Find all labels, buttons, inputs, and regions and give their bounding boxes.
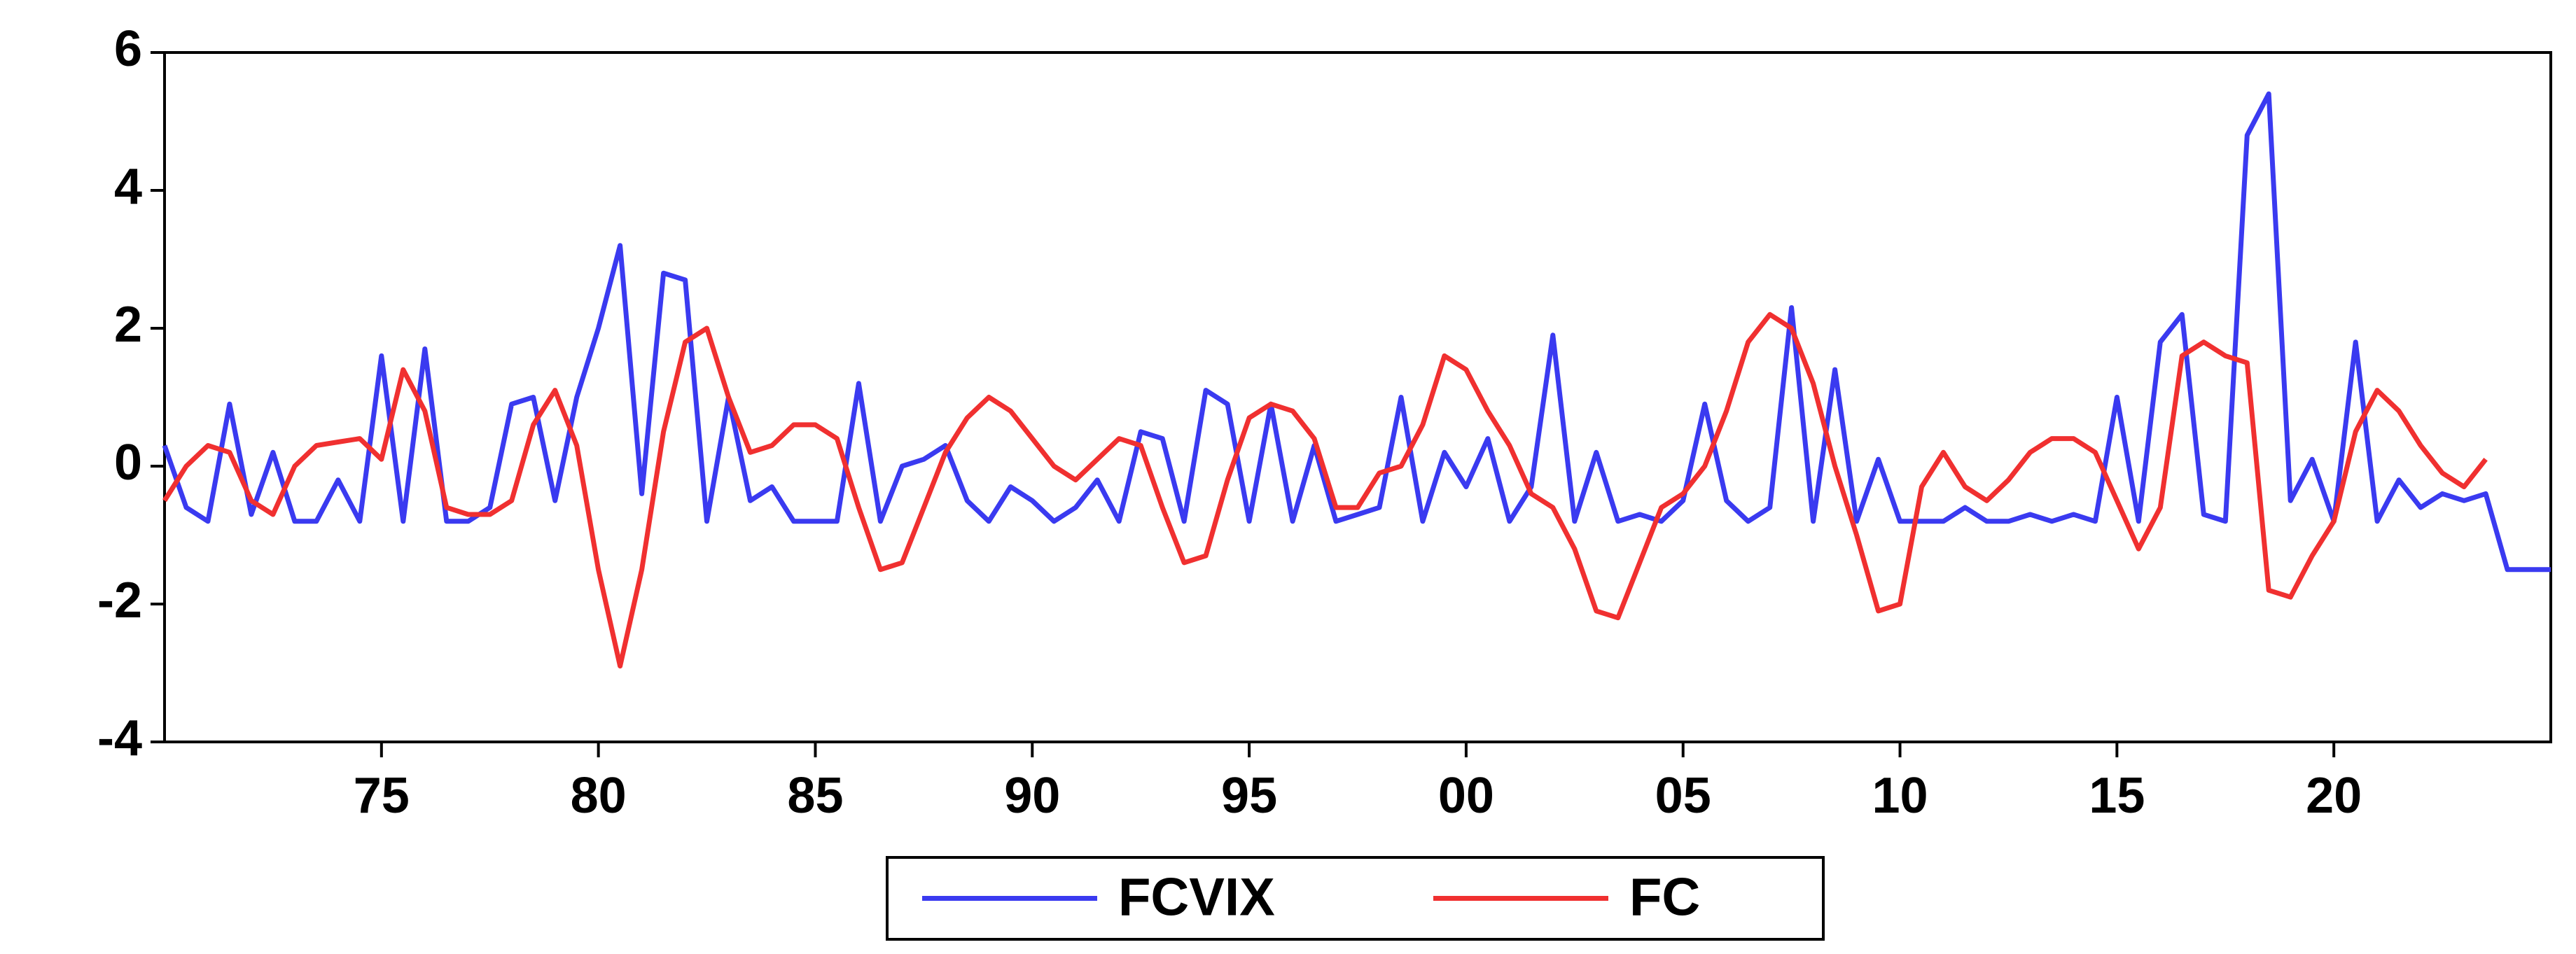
y-tick-label: -4 bbox=[97, 710, 142, 766]
x-tick-label: 90 bbox=[1004, 768, 1060, 824]
x-tick-label: 05 bbox=[1655, 768, 1711, 824]
x-tick-label: 15 bbox=[2089, 768, 2145, 824]
x-tick-label: 10 bbox=[1872, 768, 1928, 824]
plot-frame bbox=[163, 51, 2552, 743]
x-tick-label: 20 bbox=[2306, 768, 2362, 824]
x-tick-label: 85 bbox=[787, 768, 843, 824]
y-tick-label: 6 bbox=[114, 21, 142, 77]
series-line bbox=[162, 91, 2551, 573]
x-tick-label: 75 bbox=[354, 768, 410, 824]
y-tick-label: 2 bbox=[114, 297, 142, 353]
x-tick-label: 95 bbox=[1221, 768, 1277, 824]
legend: FCVIX FC bbox=[886, 856, 1825, 941]
y-tick-label: 4 bbox=[114, 159, 142, 215]
y-tick-label: -2 bbox=[97, 573, 142, 629]
series-line bbox=[162, 311, 2488, 669]
legend-label: FCVIX bbox=[1118, 868, 1275, 927]
x-tick-label: 80 bbox=[571, 768, 627, 824]
legend-label: FC bbox=[1629, 868, 1700, 927]
y-tick-label: 0 bbox=[114, 435, 142, 491]
x-tick-label: 00 bbox=[1438, 768, 1494, 824]
